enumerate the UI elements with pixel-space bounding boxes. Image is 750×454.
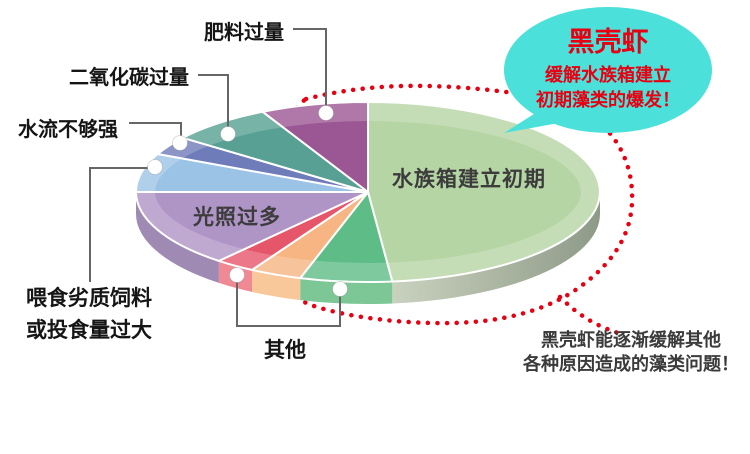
marker-dot-feeding	[147, 159, 163, 175]
callout-connector	[236, 280, 341, 327]
dotted-highlight-ellipse	[268, 83, 635, 326]
speech-bubble-line1: 缓解水族箱建立	[545, 65, 671, 85]
pie-slice-aquarium	[367, 101, 601, 283]
marker-dot-other-left	[229, 267, 245, 283]
speech-bubble: 黑壳虾 缓解水族箱建立 初期藻类的爆发！	[504, 7, 712, 133]
speech-bubble-line2: 初期藻类的爆发！	[536, 90, 680, 110]
callout-connector	[89, 167, 149, 282]
pie-side-aquarium	[392, 192, 600, 304]
callout-connector	[129, 122, 182, 138]
label-feeding: 喂食劣质饲料 或投食量过大	[26, 283, 152, 347]
pie-edge-highlight	[137, 103, 599, 281]
speech-bubble-title: 黑壳虾	[567, 27, 649, 57]
label-co2: 二氧化碳过量	[69, 67, 189, 89]
pie-slice-light	[135, 191, 369, 262]
label-other: 其他	[264, 339, 306, 362]
callout-connector	[198, 74, 229, 128]
callout-connector	[293, 28, 327, 106]
marker-dot-fertilizer	[318, 105, 334, 121]
marker-dot-flow	[172, 135, 188, 151]
pie-side-light	[136, 192, 219, 283]
marker-dot-co2	[220, 126, 236, 142]
marker-dot-other-right	[332, 281, 348, 297]
pie-slice-fertilizer	[261, 101, 369, 193]
label-feeding-line2: 或投食量过大	[26, 319, 152, 342]
label-light-slice: 光照过多	[193, 206, 281, 229]
label-fertilizer: 肥料过量	[204, 22, 284, 44]
note-line2: 各种原因造成的藻类问题！	[523, 354, 739, 374]
note-text: 黑壳虾能逐渐缓解其他 各种原因造成的藻类问题！	[498, 328, 750, 376]
label-feeding-line1: 喂食劣质饲料	[26, 287, 152, 310]
label-aquarium-slice: 水族箱建立初期	[392, 168, 546, 191]
note-line1: 黑壳虾能逐渐缓解其他	[541, 330, 721, 350]
label-flow: 水流不够强	[18, 119, 118, 141]
